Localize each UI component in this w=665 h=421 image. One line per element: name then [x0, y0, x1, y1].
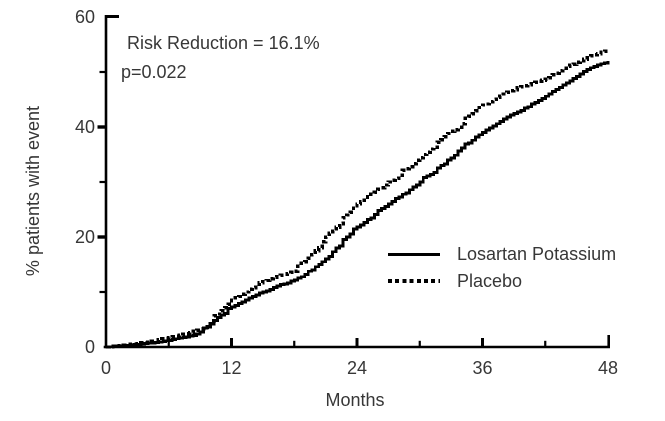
- x-axis-title: Months: [325, 390, 385, 410]
- y-tick-label: 20: [74, 227, 95, 247]
- legend-label-placebo: Placebo: [457, 270, 523, 291]
- y-tick-label: 60: [74, 7, 95, 27]
- x-tick-label: 0: [100, 358, 111, 378]
- p-value-annotation: p=0.022: [121, 62, 187, 82]
- placebo-curve: [106, 49, 610, 349]
- risk-reduction-annotation: Risk Reduction = 16.1%: [127, 33, 320, 53]
- y-axis-title: % patients with event: [23, 105, 43, 277]
- x-tick-label: 12: [221, 358, 242, 378]
- y-tick-label: 40: [74, 117, 95, 137]
- legend-item-losartan: Losartan Potassium: [388, 242, 616, 266]
- solid-line-sample: [388, 252, 440, 256]
- legend: Losartan Potassium Placebo: [388, 242, 616, 296]
- legend-item-placebo: Placebo: [388, 269, 616, 293]
- x-tick-label: 48: [597, 358, 619, 378]
- losartan-curve: [106, 61, 610, 349]
- dotted-line-sample: [388, 279, 440, 283]
- x-tick-label: 36: [472, 358, 493, 378]
- legend-label-losartan: Losartan Potassium: [457, 243, 617, 264]
- x-tick-label: 24: [346, 358, 368, 378]
- y-tick-label: 0: [84, 337, 95, 357]
